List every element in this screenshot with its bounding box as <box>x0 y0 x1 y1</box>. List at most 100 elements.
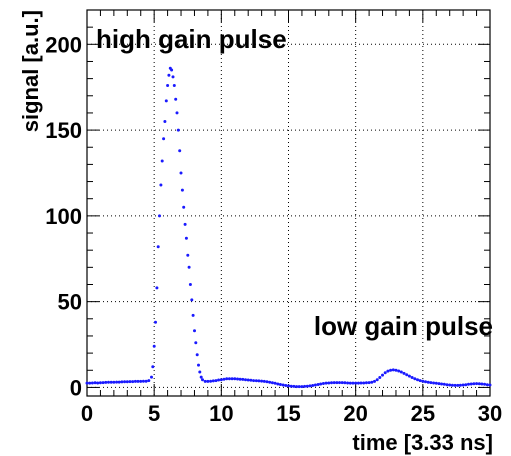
data-point <box>172 84 176 87</box>
data-point <box>167 73 171 77</box>
data-point <box>160 159 164 163</box>
data-point <box>458 383 462 387</box>
data-point <box>174 97 178 101</box>
data-point <box>394 368 398 372</box>
y-tick-label: 100 <box>45 204 82 229</box>
data-point <box>276 382 280 386</box>
data-point <box>362 381 366 385</box>
data-point <box>107 380 110 384</box>
data-point <box>199 375 203 379</box>
data-point <box>209 379 213 383</box>
data-point <box>227 377 231 381</box>
data-point <box>183 222 187 226</box>
y-axis-label: signal [a.u.] <box>18 10 43 132</box>
annotation-high-gain: high gain pulse <box>96 24 287 54</box>
data-point <box>236 377 239 381</box>
data-point <box>289 384 293 388</box>
data-point <box>109 380 113 384</box>
data-point <box>230 377 234 381</box>
data-point <box>472 382 476 386</box>
data-point <box>407 374 411 378</box>
data-point <box>343 381 347 385</box>
x-tick-label: 15 <box>276 401 300 426</box>
data-point <box>300 385 304 389</box>
data-point <box>475 382 479 386</box>
data-point <box>176 128 180 132</box>
data-point <box>448 383 452 387</box>
data-point <box>424 380 427 384</box>
data-point <box>429 381 433 385</box>
data-point <box>389 368 393 372</box>
data-point <box>188 283 192 286</box>
data-point <box>193 329 196 333</box>
data-point <box>178 149 182 153</box>
data-point <box>442 382 446 386</box>
data-point <box>416 378 419 382</box>
data-point <box>154 320 157 324</box>
data-point <box>214 379 218 383</box>
data-point <box>324 381 328 385</box>
x-axis-label: time [3.33 ns] <box>352 430 493 455</box>
data-point <box>93 381 97 385</box>
data-point <box>450 383 454 387</box>
data-point <box>373 379 376 383</box>
data-point <box>456 383 460 387</box>
data-point <box>467 382 470 386</box>
data-point <box>133 379 137 383</box>
data-point <box>367 381 371 385</box>
data-point <box>156 245 160 249</box>
annotation-low-gain: low gain pulse <box>314 311 493 341</box>
data-point <box>335 381 339 385</box>
data-point <box>445 383 449 387</box>
y-tick-label: 150 <box>45 118 82 143</box>
data-point <box>316 383 320 386</box>
axis-ticks <box>86 10 491 396</box>
data-point <box>98 381 102 385</box>
data-point <box>421 379 425 383</box>
data-point <box>303 384 307 388</box>
data-point <box>292 384 296 388</box>
x-tick-label: 25 <box>411 401 435 426</box>
x-tick-label: 5 <box>148 401 160 426</box>
data-point <box>359 381 363 385</box>
data-point <box>180 188 184 192</box>
data-point <box>402 371 406 375</box>
data-point <box>166 84 170 87</box>
data-point <box>354 381 358 385</box>
data-point <box>151 365 155 369</box>
data-point <box>123 380 127 384</box>
data-point <box>203 379 207 383</box>
data-point <box>399 370 403 374</box>
data-point <box>321 382 325 385</box>
data-point <box>348 381 352 385</box>
x-tick-label: 0 <box>81 401 93 426</box>
data-point <box>155 286 159 290</box>
data-point <box>131 380 135 384</box>
data-point <box>175 111 179 115</box>
data-point <box>184 236 188 240</box>
data-point <box>249 378 253 382</box>
data-point <box>480 382 484 386</box>
data-point <box>254 379 258 383</box>
chart-grid <box>87 10 490 396</box>
data-point <box>186 253 190 257</box>
data-point <box>163 120 167 123</box>
data-point <box>164 99 168 103</box>
data-point <box>410 376 414 379</box>
data-point <box>319 382 323 386</box>
data-point <box>136 379 140 383</box>
data-point <box>434 381 438 385</box>
data-point <box>191 313 195 317</box>
data-point <box>273 381 277 385</box>
data-point <box>268 380 272 384</box>
data-point <box>104 380 108 384</box>
data-point <box>397 369 401 373</box>
data-point <box>418 379 422 383</box>
data-point <box>413 377 417 381</box>
data-points <box>85 66 492 389</box>
data-point <box>364 381 368 385</box>
data-point <box>238 377 242 381</box>
data-point <box>265 380 269 384</box>
data-point <box>483 382 487 386</box>
data-point <box>150 375 153 379</box>
